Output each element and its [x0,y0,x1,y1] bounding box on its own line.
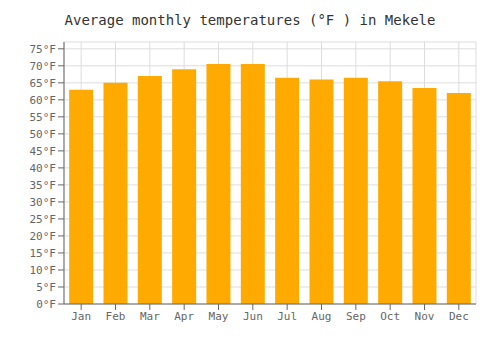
svg-text:Jun: Jun [243,310,263,323]
svg-text:60°F: 60°F [30,94,57,107]
svg-text:30°F: 30°F [30,196,57,209]
svg-text:45°F: 45°F [30,145,57,158]
svg-text:5°F: 5°F [36,281,56,294]
svg-text:Nov: Nov [415,310,435,323]
svg-text:10°F: 10°F [30,264,57,277]
html-text:Average monthly temperatures (: Average monthly temperatures (°F ) in Me… [64,12,436,28]
svg-text:15°F: 15°F [30,247,57,260]
svg-text:40°F: 40°F [30,162,57,175]
svg-text:70°F: 70°F [30,60,57,73]
svg-text:20°F: 20°F [30,230,57,243]
svg-text:Aug: Aug [312,310,332,323]
svg-text:Sep: Sep [346,310,366,323]
svg-text:75°F: 75°F [30,43,57,56]
svg-text:Oct: Oct [380,310,400,323]
svg-text:55°F: 55°F [30,111,57,124]
svg-text:Apr: Apr [174,310,194,323]
svg-text:0°F: 0°F [36,298,56,311]
svg-text:65°F: 65°F [30,77,57,90]
svg-text:Jan: Jan [71,310,91,323]
svg-text:50°F: 50°F [30,128,57,141]
svg-text:Mar: Mar [140,310,160,323]
svg-text:35°F: 35°F [30,179,57,192]
svg-text:Dec: Dec [449,310,469,323]
svg-text:25°F: 25°F [30,213,57,226]
svg-text:May: May [209,310,229,323]
svg-text:Feb: Feb [106,310,126,323]
svg-text:Jul: Jul [277,310,297,323]
